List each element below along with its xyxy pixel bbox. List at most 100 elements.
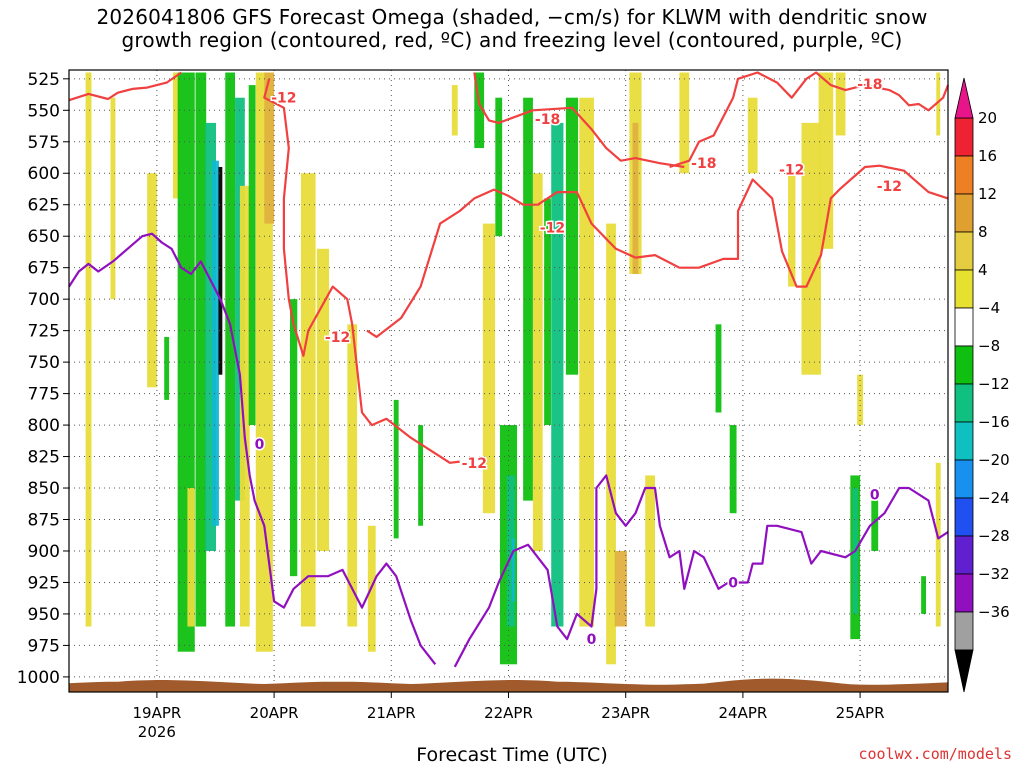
omega-column xyxy=(418,425,424,526)
colorbar-label: 4 xyxy=(978,261,988,279)
gridlines xyxy=(69,70,948,692)
contours xyxy=(68,71,950,668)
contour-labels: -12 -18 -18 -18 -12 -12 -12 -12 -12 0 0 0 0 xyxy=(253,75,903,650)
colorbar-label: −24 xyxy=(978,489,1010,507)
y-tick-label: 900 xyxy=(28,542,60,562)
omega-column xyxy=(289,299,298,577)
y-tick-label: 675 xyxy=(28,259,60,279)
omega-column xyxy=(679,72,690,174)
omega-column xyxy=(347,324,358,627)
colorbar-label: −28 xyxy=(978,527,1010,545)
colorbar-label: −4 xyxy=(978,299,1000,317)
contour-label: -12 xyxy=(270,89,298,108)
omega-column xyxy=(523,97,533,501)
contour-label: -18 xyxy=(856,75,884,94)
contour-label-text: -12 xyxy=(325,330,350,346)
y-tick-label: 775 xyxy=(28,385,60,405)
dgz-contour--18 xyxy=(473,72,685,169)
colorbar-label: −16 xyxy=(978,413,1010,431)
y-tick-label: 575 xyxy=(28,133,60,153)
x-tick-label: 22APR xyxy=(484,704,533,722)
x-tick-sublabel: 2026 xyxy=(138,723,176,741)
colorbar-label: 12 xyxy=(978,185,997,203)
omega-column xyxy=(936,72,941,136)
omega-column xyxy=(205,122,216,551)
omega-column xyxy=(935,462,941,627)
x-tick-label: 19APR xyxy=(132,704,181,722)
colorbar-swatch xyxy=(954,117,974,157)
omega-column xyxy=(248,85,256,426)
dgz-contour--12 xyxy=(68,71,182,102)
x-axis-label: Forecast Time (UTC) xyxy=(416,744,608,766)
freezing-level-contour xyxy=(453,474,949,668)
colorbar-label: 16 xyxy=(978,147,997,165)
contour-label-text: 0 xyxy=(728,575,738,591)
omega-column xyxy=(482,223,496,514)
omega-column xyxy=(195,72,207,627)
y-tick-label: 750 xyxy=(28,353,60,373)
colorbar: 20 16 12 8 4 −4 −8 −12 −16 −20 −24 −28 −32 −36 xyxy=(954,77,1010,693)
omega-column xyxy=(645,475,655,627)
colorbar-swatch xyxy=(954,383,974,423)
colorbar-swatch xyxy=(954,421,974,461)
contour-label: 0 xyxy=(868,486,881,505)
omega-column xyxy=(565,97,579,375)
contour-label: 0 xyxy=(253,435,266,454)
contour-label-text: -12 xyxy=(462,456,487,472)
colorbar-swatch xyxy=(954,269,974,309)
omega-column xyxy=(532,173,543,551)
x-tick-label: 21APR xyxy=(367,704,416,722)
colorbar-label: 8 xyxy=(978,223,988,241)
colorbar-label: −36 xyxy=(978,603,1010,621)
omega-column xyxy=(187,488,195,627)
y-tick-label: 650 xyxy=(28,227,60,247)
colorbar-top-arrow xyxy=(954,77,974,119)
dgz-contour--18 xyxy=(669,71,950,169)
contour-label-text: 0 xyxy=(587,632,597,648)
terrain-surface xyxy=(69,678,948,692)
omega-column xyxy=(147,173,157,388)
colorbar-swatch xyxy=(954,611,974,651)
omega-column xyxy=(788,173,796,287)
colorbar-swatch xyxy=(954,497,974,537)
omega-column xyxy=(632,122,639,274)
y-tick-label: 800 xyxy=(28,416,60,436)
omega-column xyxy=(218,166,223,375)
contour-label-text: -12 xyxy=(271,91,296,107)
omega-column xyxy=(729,425,737,514)
omega-shading xyxy=(85,72,941,665)
y-tick-label: 700 xyxy=(28,290,60,310)
x-tick-label: 23APR xyxy=(601,704,650,722)
y-tick-label: 550 xyxy=(28,101,60,121)
contour-label-text: 0 xyxy=(870,487,880,503)
contour-label-text: -18 xyxy=(691,156,716,172)
y-tick-label: 625 xyxy=(28,196,60,216)
contour-label: -18 xyxy=(690,155,718,174)
dgz-contour--12 xyxy=(366,164,949,338)
omega-column xyxy=(164,336,170,400)
colorbar-bottom-arrow xyxy=(954,649,974,693)
omega-column xyxy=(316,248,330,551)
omega-column xyxy=(747,97,758,174)
omega-column xyxy=(507,475,515,627)
contour-label-text: -12 xyxy=(779,162,804,178)
contour-label: -12 xyxy=(778,161,806,180)
y-tick-label: 975 xyxy=(28,636,60,656)
omega-column xyxy=(801,122,822,375)
omega-column xyxy=(173,72,180,199)
contour-label: 0 xyxy=(585,631,598,650)
contour-label: -12 xyxy=(323,328,351,347)
contour-label: 0 xyxy=(727,574,740,593)
omega-column xyxy=(921,576,927,614)
chart-title-line-1: 2026041806 GFS Forecast Omega (shaded, −… xyxy=(96,5,928,29)
y-tick-label: 525 xyxy=(28,70,60,90)
omega-column xyxy=(225,72,236,627)
omega-column xyxy=(393,399,399,539)
x-tick-label: 20APR xyxy=(250,704,299,722)
colorbar-swatch xyxy=(954,345,974,385)
omega-column xyxy=(551,122,564,627)
contour-label: -12 xyxy=(460,454,488,473)
site-credit: coolwx.com/models xyxy=(858,745,1012,763)
x-tick-label: 25APR xyxy=(836,704,885,722)
